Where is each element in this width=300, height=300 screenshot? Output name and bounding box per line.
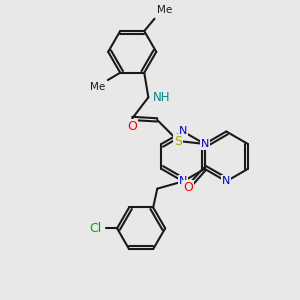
- Text: NH: NH: [153, 91, 170, 104]
- Text: Cl: Cl: [89, 222, 101, 235]
- Text: N: N: [222, 176, 230, 186]
- Text: S: S: [174, 134, 182, 148]
- Text: Me: Me: [90, 82, 106, 92]
- Text: O: O: [184, 181, 194, 194]
- Text: N: N: [179, 127, 187, 136]
- Text: N: N: [200, 139, 209, 149]
- Text: N: N: [179, 176, 187, 186]
- Text: O: O: [127, 120, 137, 133]
- Text: Me: Me: [157, 5, 172, 15]
